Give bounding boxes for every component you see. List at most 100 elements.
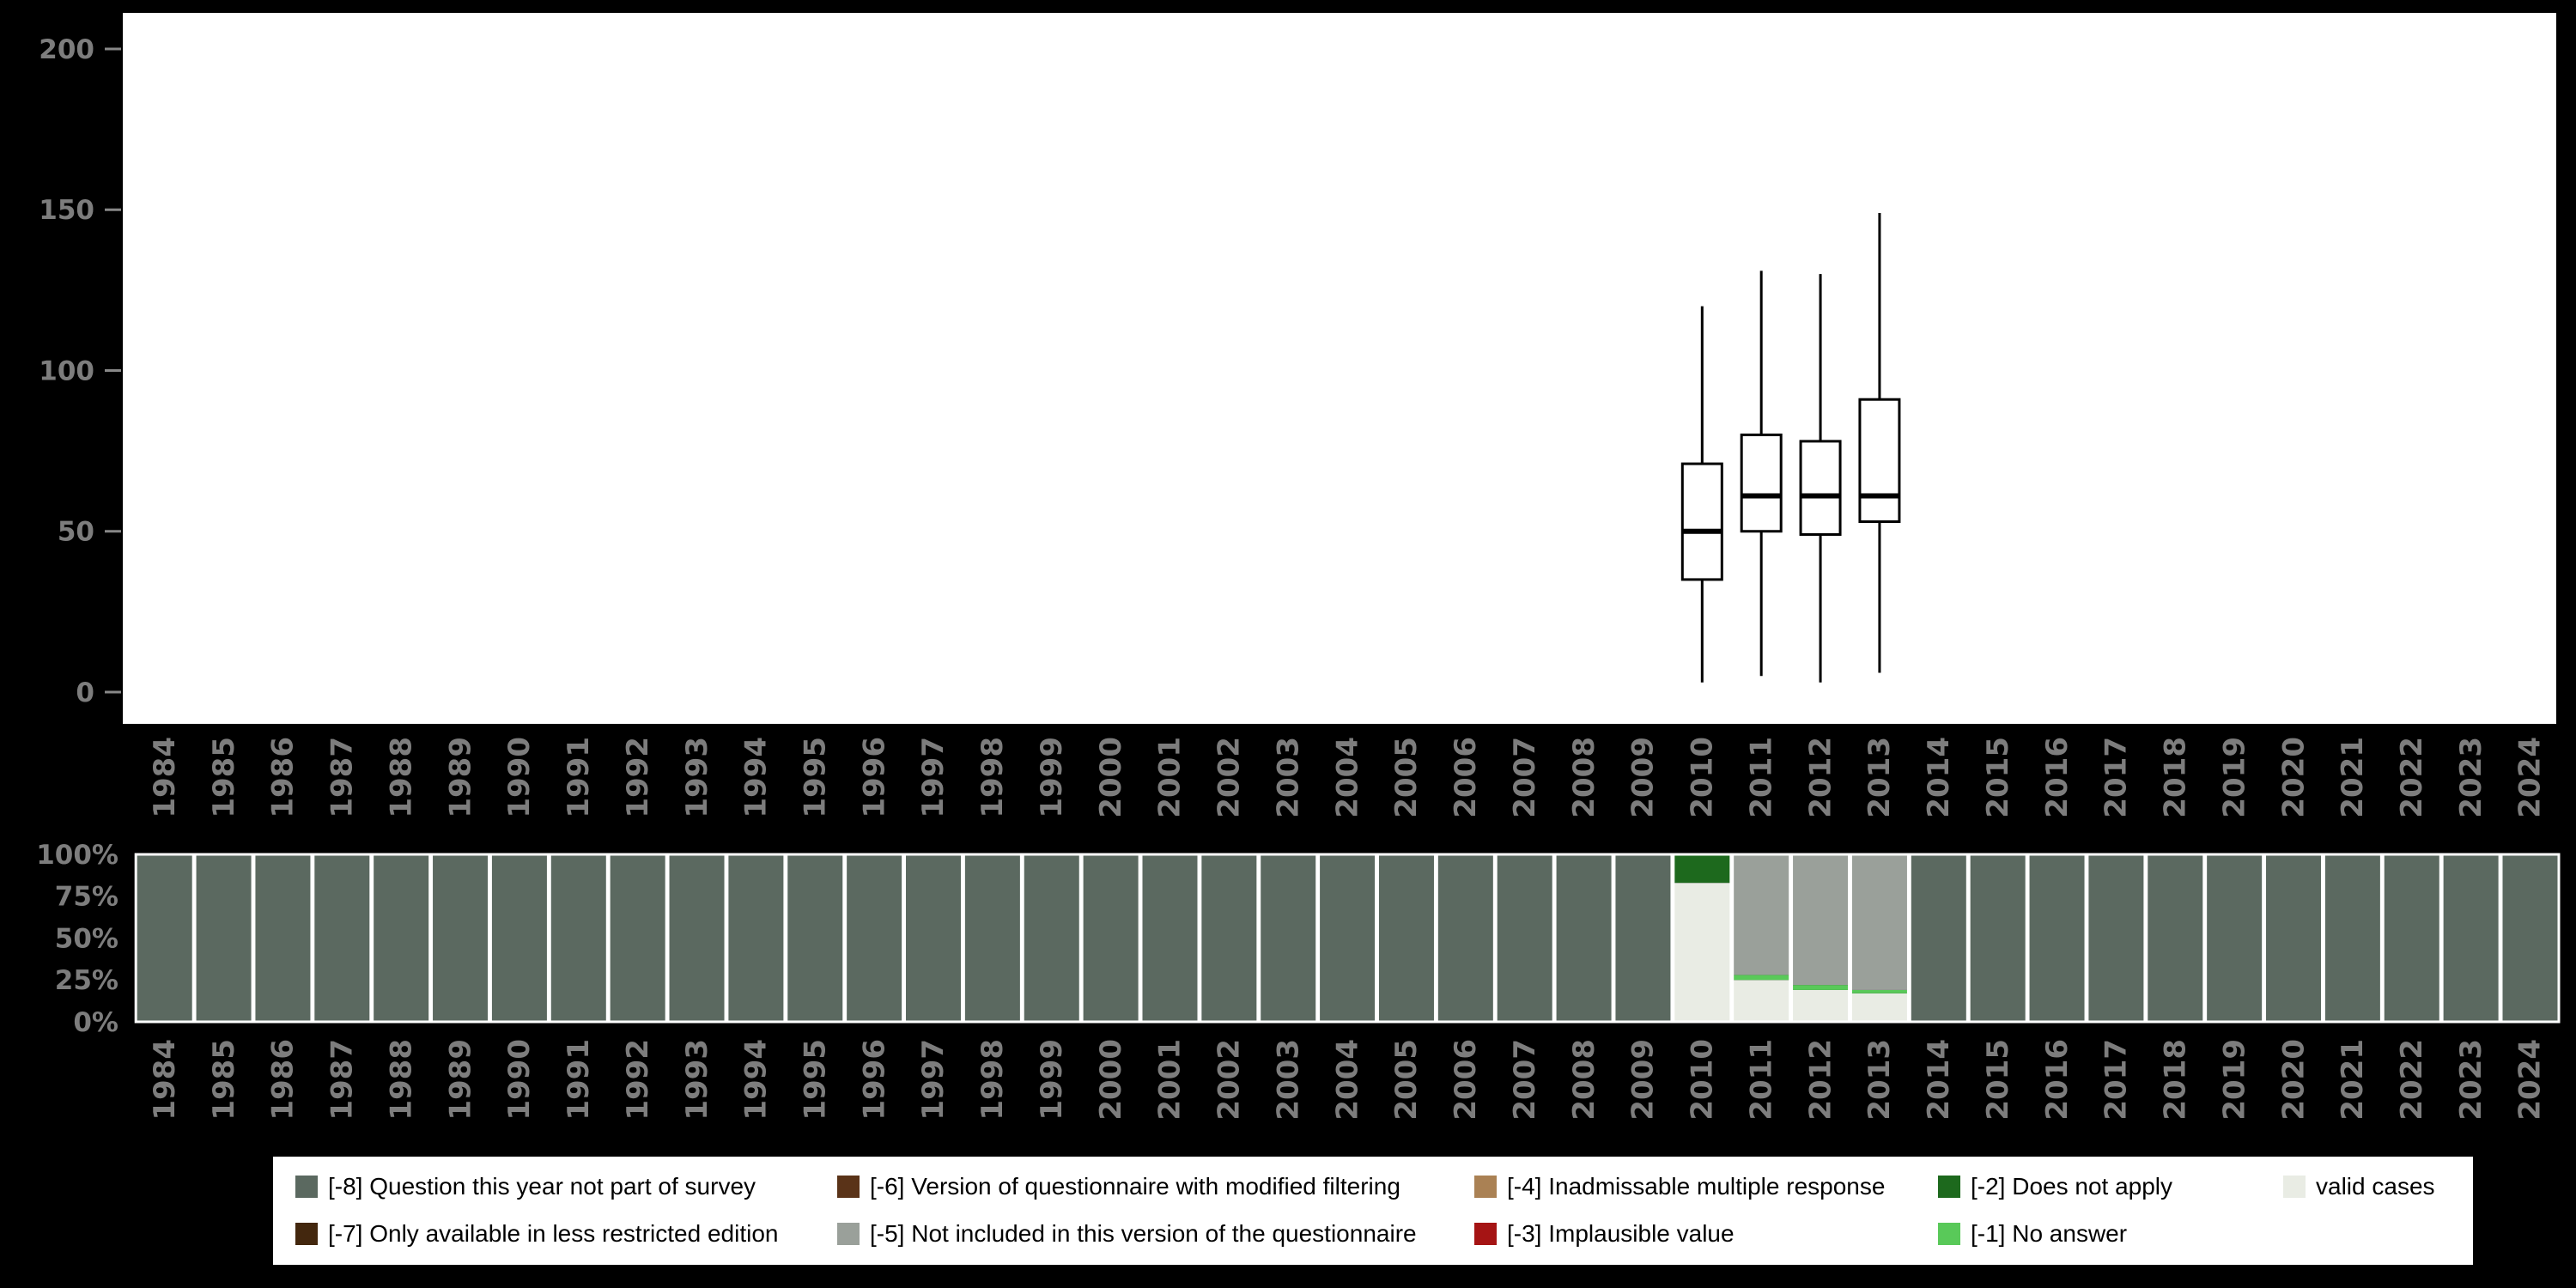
year-bar <box>1613 853 1674 1024</box>
year-bar <box>430 853 491 1024</box>
x-axis-year-label: 2013 <box>1862 737 1897 818</box>
legend-swatch--7 <box>295 1223 318 1246</box>
bar-outline <box>2500 853 2561 1024</box>
legend-item-label: [-5] Not included in this version of the… <box>870 1220 1417 1248</box>
percent-axis-label: 25% <box>55 965 118 996</box>
box <box>1740 433 1783 533</box>
year-bar <box>2500 853 2561 1024</box>
legend-item-label: [-3] Implausible value <box>1507 1220 1735 1248</box>
legend-item: [-5] Not included in this version of the… <box>837 1220 1474 1248</box>
bar-segment <box>2146 854 2204 1022</box>
x-axis-year-label: 2020 <box>2276 737 2311 818</box>
x-axis-year-label: 1987 <box>325 737 360 818</box>
percent-axis-label: 50% <box>55 923 118 954</box>
bar-segment <box>1259 854 1317 1022</box>
x-axis-year-label: 1991 <box>562 1039 596 1121</box>
y-axis-label: 200 <box>39 34 94 65</box>
bar-outline <box>252 853 313 1024</box>
year-bar <box>371 853 432 1024</box>
bar-outline <box>1967 853 2028 1024</box>
bar-segment <box>2324 854 2382 1022</box>
bar-segment <box>1732 975 1790 981</box>
bar-outline <box>2322 853 2383 1024</box>
year-bar <box>252 853 313 1024</box>
x-axis-year-label: 1988 <box>384 737 418 818</box>
bar-segment <box>1732 854 1790 975</box>
y-axis-label: 50 <box>58 517 94 548</box>
bar-segment <box>1673 883 1731 1022</box>
year-bar <box>2086 853 2147 1024</box>
x-axis-year-label: 1990 <box>502 737 537 818</box>
x-axis-year-label: 2018 <box>2159 1039 2193 1121</box>
bar-outline <box>2381 853 2442 1024</box>
bar-outline <box>607 853 668 1024</box>
year-bar <box>2322 853 2383 1024</box>
x-axis-year-label: 2012 <box>1803 1039 1838 1121</box>
bar-outline <box>489 853 550 1024</box>
bar-segment <box>550 854 608 1022</box>
bar-segment <box>1969 854 2027 1022</box>
bar-segment <box>2383 854 2441 1022</box>
x-axis-year-label: 2012 <box>1803 737 1838 818</box>
boxplot <box>1858 212 1901 673</box>
year-bar <box>1553 853 1614 1024</box>
legend-item: [-8] Question this year not part of surv… <box>295 1173 837 1200</box>
x-axis-year-label: 1999 <box>1035 1039 1069 1121</box>
bar-segment <box>313 854 371 1022</box>
legend-item: [-1] No answer <box>1938 1220 2283 1248</box>
x-axis-year-label: 1996 <box>857 1039 891 1121</box>
x-axis-year-label: 2015 <box>1981 737 2015 818</box>
x-axis-year-label: 1989 <box>443 1039 477 1121</box>
bar-outline <box>2145 853 2206 1024</box>
legend-item: [-7] Only available in less restricted e… <box>295 1220 837 1248</box>
bar-segment <box>1496 854 1554 1022</box>
x-axis-year-label: 1995 <box>798 737 832 818</box>
year-bar <box>134 853 195 1024</box>
percent-axis-label: 100% <box>36 840 118 871</box>
bar-outline <box>1139 853 1200 1024</box>
x-axis-year-label: 1999 <box>1035 737 1069 818</box>
legend-item: valid cases <box>2283 1173 2451 1200</box>
year-bar <box>1908 853 1969 1024</box>
bar-outline <box>1613 853 1674 1024</box>
x-axis-year-label: 2008 <box>1567 1039 1601 1121</box>
boxplot <box>1740 270 1783 677</box>
x-axis-year-label: 2018 <box>2159 737 2193 818</box>
year-bar <box>1672 853 1733 1024</box>
x-axis-year-label: 2007 <box>1508 737 1542 818</box>
x-axis-year-label: 2006 <box>1449 737 1483 818</box>
bar-outline <box>1080 853 1141 1024</box>
bar-outline <box>1317 853 1378 1024</box>
year-bar <box>489 853 550 1024</box>
legend-swatch--3 <box>1474 1223 1497 1246</box>
bar-outline <box>1790 853 1851 1024</box>
bar-segment <box>726 854 785 1022</box>
bar-segment <box>1850 989 1909 993</box>
bar-outline <box>962 853 1023 1024</box>
x-axis-year-label: 2000 <box>1094 1039 1128 1121</box>
year-bar <box>1258 853 1319 1024</box>
box <box>1799 440 1842 536</box>
x-axis-year-label: 2000 <box>1094 737 1128 818</box>
x-axis-year-label: 1988 <box>384 1039 418 1121</box>
year-bar <box>1317 853 1378 1024</box>
year-bar <box>2204 853 2265 1024</box>
bar-segment <box>963 854 1022 1022</box>
year-bar <box>1376 853 1437 1024</box>
bar-outline <box>134 853 195 1024</box>
y-axis-label: 150 <box>39 195 94 226</box>
legend-item-label: [-8] Question this year not part of surv… <box>328 1173 756 1200</box>
x-axis-year-label: 2019 <box>2217 737 2251 818</box>
year-bar <box>1731 853 1792 1024</box>
year-bar <box>1494 853 1555 1024</box>
bar-outline <box>2086 853 2147 1024</box>
legend-swatch--1 <box>1938 1223 1960 1246</box>
x-axis-year-label: 1986 <box>266 737 301 818</box>
x-axis-year-label: 1992 <box>621 737 655 818</box>
x-axis-year-label: 2002 <box>1212 1039 1247 1121</box>
year-bar <box>962 853 1023 1024</box>
x-axis-year-label: 1994 <box>739 1039 774 1121</box>
legend-swatch--2 <box>1938 1176 1960 1199</box>
legend-item: [-6] Version of questionnaire with modif… <box>837 1173 1474 1200</box>
